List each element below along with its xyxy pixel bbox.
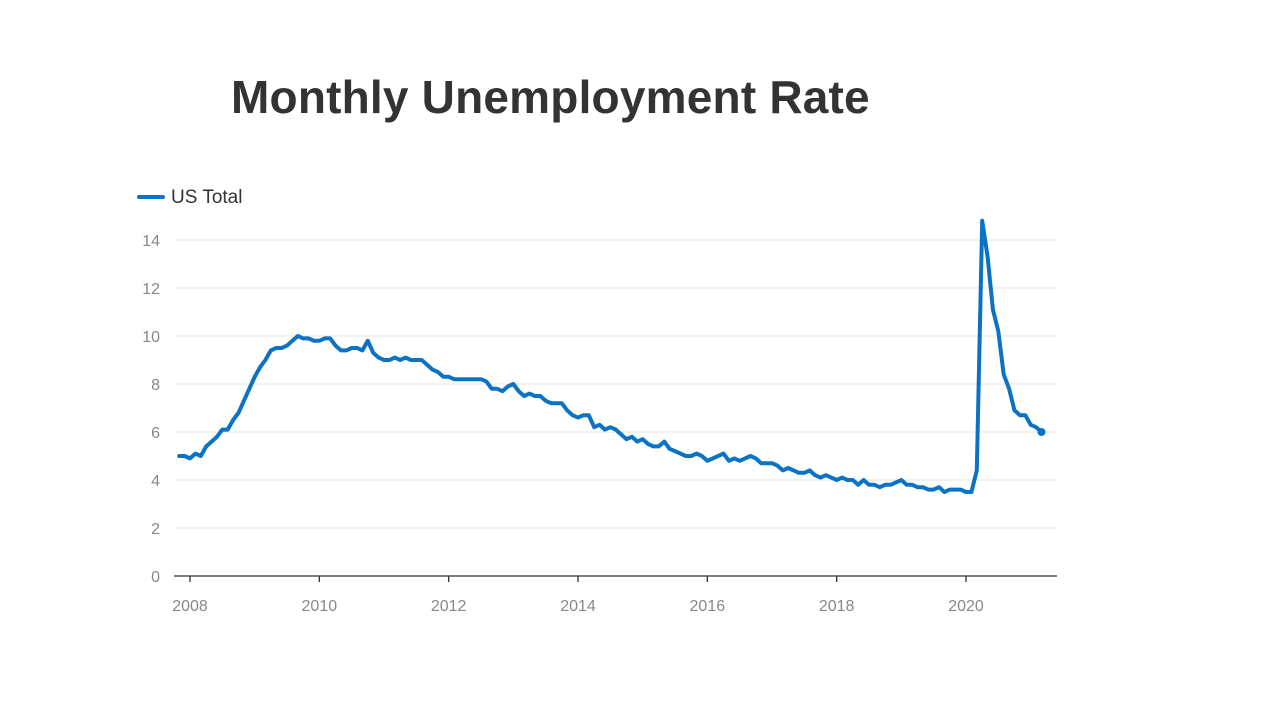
y-tick-label: 0 <box>151 569 160 586</box>
y-axis-ticks: 0 2 4 6 8 10 12 14 <box>142 233 160 586</box>
x-tick-label: 2012 <box>431 598 467 615</box>
legend[interactable]: US Total <box>137 187 242 208</box>
x-tick-label: 2016 <box>690 598 726 615</box>
y-tick-label: 4 <box>151 473 160 490</box>
x-axis-ticks: 2008 2010 2012 2014 2016 2018 2020 <box>172 576 984 615</box>
x-tick-label: 2018 <box>819 598 855 615</box>
y-tick-label: 10 <box>142 329 160 346</box>
x-tick-label: 2014 <box>560 598 596 615</box>
chart-title: Monthly Unemployment Rate <box>231 71 870 123</box>
series-line-us-total[interactable] <box>177 218 1044 494</box>
series-end-point[interactable] <box>1037 428 1046 436</box>
x-tick-label: 2020 <box>948 598 984 615</box>
series-layer <box>177 218 1046 494</box>
y-tick-label: 12 <box>142 281 160 298</box>
legend-label-us-total: US Total <box>171 187 242 208</box>
y-tick-label: 6 <box>151 425 160 442</box>
x-tick-label: 2010 <box>302 598 338 615</box>
x-tick-label: 2008 <box>172 598 208 615</box>
gridlines <box>174 239 1057 529</box>
y-tick-label: 14 <box>142 233 160 250</box>
y-tick-label: 2 <box>151 521 160 538</box>
y-tick-label: 8 <box>151 377 160 394</box>
